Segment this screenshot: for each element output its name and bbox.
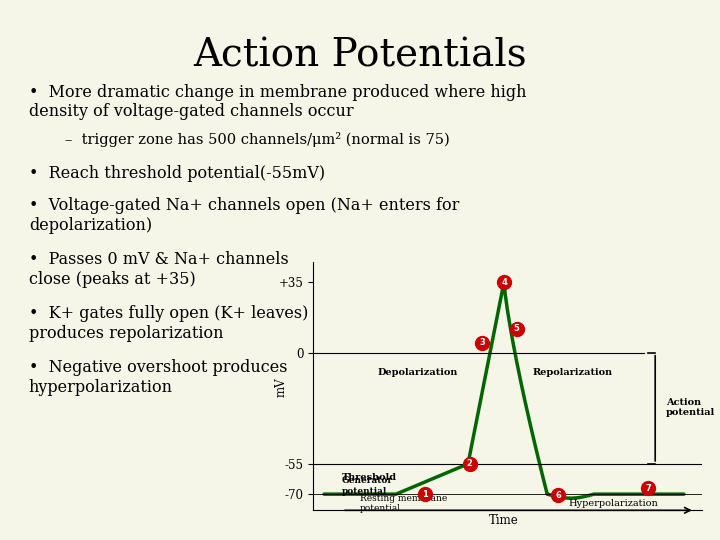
Text: –  trigger zone has 500 channels/μm² (normal is 75): – trigger zone has 500 channels/μm² (nor… [65,132,449,147]
Text: 2: 2 [467,460,473,468]
Text: Repolarization: Repolarization [533,368,613,377]
Text: mV: mV [274,377,287,397]
Text: •  Reach threshold potential(-55mV): • Reach threshold potential(-55mV) [29,165,325,181]
Text: Resting membrane
potential: Resting membrane potential [360,494,447,513]
Text: 1: 1 [422,490,428,498]
Text: Depolarization: Depolarization [378,368,459,377]
Text: Time: Time [489,514,519,528]
Text: •  Negative overshoot produces
hyperpolarization: • Negative overshoot produces hyperpolar… [29,359,287,396]
Text: •  Passes 0 mV & Na+ channels
close (peaks at +35): • Passes 0 mV & Na+ channels close (peak… [29,251,289,288]
Text: Hyperpolarization: Hyperpolarization [569,499,659,508]
Text: 7: 7 [645,484,651,492]
Text: 3: 3 [480,338,485,347]
Text: Action Potentials: Action Potentials [193,38,527,75]
Text: •  More dramatic change in membrane produced where high
density of voltage-gated: • More dramatic change in membrane produ… [29,84,526,120]
Text: •  Voltage-gated Na+ channels open (Na+ enters for
depolarization): • Voltage-gated Na+ channels open (Na+ e… [29,197,459,234]
Text: 6: 6 [555,491,561,500]
Text: Generator
potential: Generator potential [342,476,393,496]
Text: •  K+ gates fully open (K+ leaves)
produces repolarization: • K+ gates fully open (K+ leaves) produc… [29,305,308,342]
Text: Action
potential: Action potential [666,397,715,417]
Text: Threshold: Threshold [342,474,397,482]
Text: 5: 5 [513,324,520,333]
Text: 4: 4 [501,278,507,287]
